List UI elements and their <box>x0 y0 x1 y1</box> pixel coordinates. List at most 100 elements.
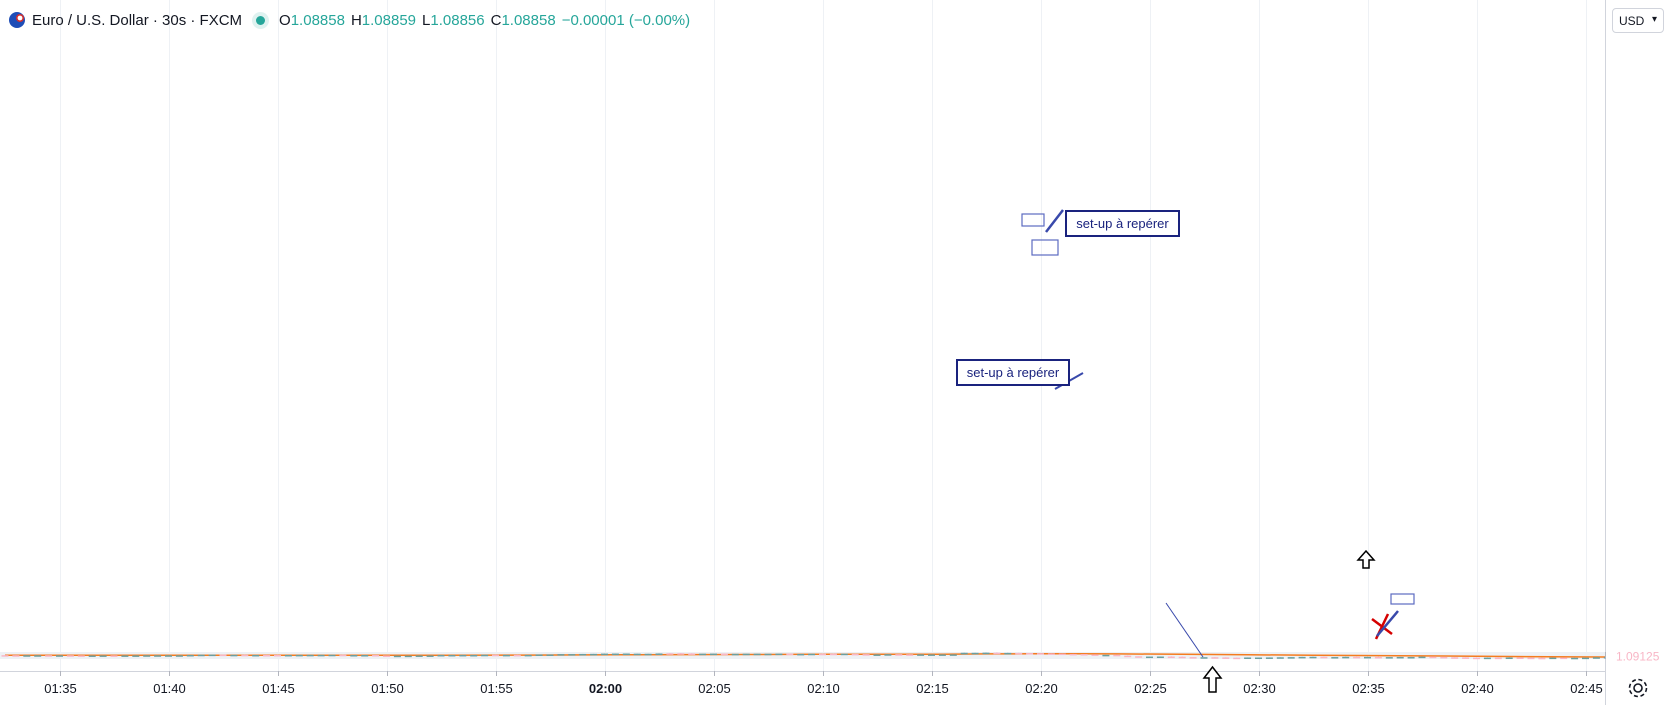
candle-body <box>1244 657 1252 659</box>
currency-selector[interactable]: USD ▾ <box>1612 8 1664 33</box>
candle-body <box>88 655 96 657</box>
annotation-text: set-up à repérer <box>966 365 1060 380</box>
candle-body <box>524 654 532 657</box>
low-label: L <box>422 11 431 29</box>
candle-body <box>1287 657 1295 659</box>
candle-body <box>797 653 805 656</box>
up-arrow-icon <box>1202 665 1223 693</box>
candle-body <box>132 655 140 657</box>
candle <box>699 653 707 656</box>
candle-body <box>688 653 696 655</box>
annotation-label[interactable]: set-up à repérer <box>956 359 1070 386</box>
candle-body <box>1255 657 1262 660</box>
candle-body <box>339 654 347 657</box>
candle <box>350 655 358 657</box>
setup-box[interactable] <box>1031 239 1059 256</box>
candle <box>884 654 892 656</box>
market-open-dot-icon <box>256 15 266 25</box>
candle <box>1026 653 1034 655</box>
candle <box>960 652 968 655</box>
candle <box>786 653 794 656</box>
annotation-label[interactable]: set-up à repérer <box>1065 210 1180 237</box>
setup-box[interactable] <box>1390 593 1415 605</box>
candle <box>99 655 107 657</box>
candle <box>1374 656 1382 659</box>
setup-box[interactable] <box>1021 213 1045 227</box>
candle-body <box>383 655 390 657</box>
candle-body <box>241 654 249 657</box>
trend-line[interactable] <box>1165 602 1204 658</box>
time-axis[interactable]: 01:35 01:40 01:45 01:50 01:55 02:00 02:05 02:10… <box>44 671 1603 696</box>
candle <box>982 652 990 655</box>
candle <box>437 654 445 657</box>
candle-body <box>1 655 9 657</box>
candle <box>393 655 401 658</box>
price-axis[interactable]: 1.090901.091001.091101.091201.091301.091… <box>1605 646 1666 666</box>
gear-icon[interactable] <box>1626 676 1650 700</box>
eurusd-flag-icon <box>8 11 26 29</box>
candle <box>45 655 53 657</box>
candle-body <box>1156 656 1164 659</box>
candle-body <box>165 655 172 657</box>
candle-body <box>1451 657 1459 659</box>
candle-body <box>579 653 587 656</box>
candle-body <box>851 653 859 656</box>
candle-body <box>1429 656 1437 659</box>
change-value: −0.00001 (−0.00%) <box>561 11 691 29</box>
candle <box>1462 657 1470 659</box>
candle-body <box>1582 657 1589 660</box>
candle-body <box>1189 657 1197 659</box>
candle <box>1494 657 1502 660</box>
candle <box>611 653 619 656</box>
high-label: H <box>350 11 362 29</box>
candle <box>710 653 717 656</box>
candle-body <box>1222 657 1230 659</box>
candle <box>1592 657 1600 659</box>
candle-body <box>230 654 238 657</box>
candle <box>1222 657 1230 659</box>
candle-body <box>731 653 739 656</box>
time-tick-label: 02:20 <box>1025 681 1058 696</box>
candle-body <box>1004 652 1012 655</box>
candle-body <box>633 653 641 656</box>
candle <box>1004 652 1012 655</box>
chart-legend: Euro / U.S. Dollar · 30s · FXCM O 1.08858… <box>8 8 690 32</box>
candle <box>622 653 630 656</box>
candle-body <box>1135 656 1143 658</box>
candle-body <box>971 652 979 655</box>
candle <box>1287 657 1295 659</box>
candle-body <box>77 655 85 657</box>
candle-body <box>470 654 478 657</box>
candle <box>481 654 489 657</box>
cross-icon <box>1371 610 1399 640</box>
symbol-title[interactable]: Euro / U.S. Dollar · 30s · FXCM <box>32 11 243 29</box>
candle-body <box>786 653 794 656</box>
candle <box>753 653 761 656</box>
candle-body <box>982 652 990 655</box>
candle-body <box>1538 657 1546 660</box>
candle <box>372 655 380 657</box>
candle-body <box>611 653 619 656</box>
candle <box>1483 657 1491 660</box>
candle-body <box>557 654 565 656</box>
time-tick-label: 01:55 <box>480 681 513 696</box>
candle-body <box>372 655 380 657</box>
candle-body <box>764 653 772 656</box>
candle <box>949 654 957 656</box>
candle <box>1135 656 1143 658</box>
candles-layer <box>1 652 1666 660</box>
candle-body <box>143 655 151 657</box>
candle <box>492 654 499 657</box>
candle <box>1058 653 1066 656</box>
candle-body <box>1396 656 1404 659</box>
candle <box>1473 657 1480 660</box>
candle <box>590 653 598 656</box>
candle <box>1320 656 1328 659</box>
time-tick-label: 02:30 <box>1243 681 1276 696</box>
candle <box>404 655 412 658</box>
candle-body <box>263 654 271 657</box>
candle-body <box>928 654 935 656</box>
candle-body <box>1309 656 1317 659</box>
candle-body <box>426 655 434 657</box>
